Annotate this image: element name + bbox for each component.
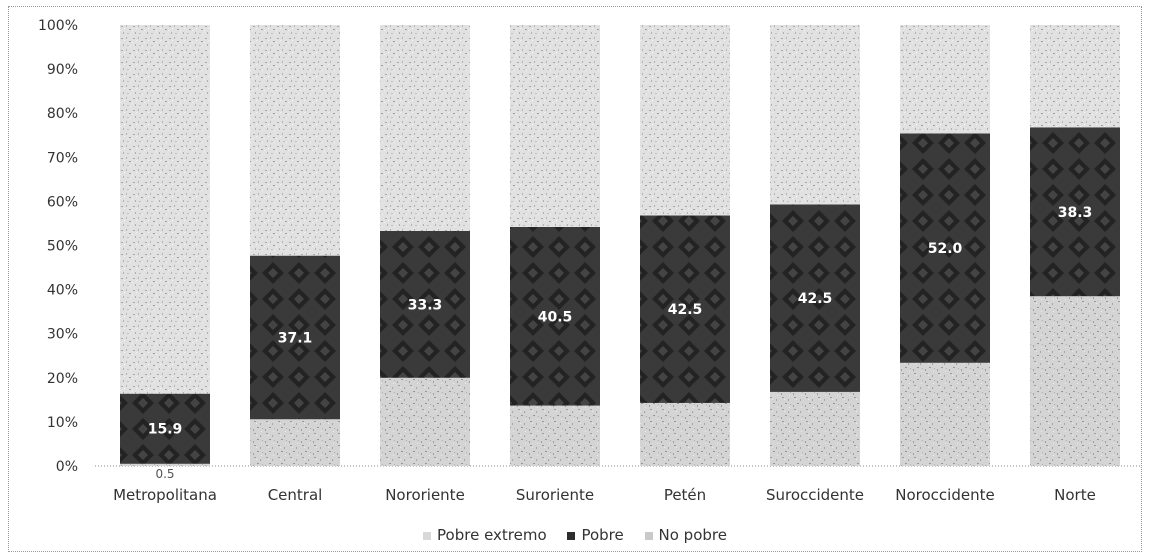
bar-pobre-extremo <box>250 419 340 466</box>
x-axis: Metropolitana Central Nororiente Suroriente… <box>113 486 1096 504</box>
bar-pobre-extremo <box>770 391 860 466</box>
chart-frame <box>8 6 1142 552</box>
bar-pobre <box>770 204 860 392</box>
legend-label: Pobre <box>581 526 624 544</box>
y-tick-label: 10% <box>47 415 78 431</box>
bar-pobre <box>120 393 210 464</box>
data-label-pobre: 37.1 <box>278 330 313 346</box>
y-tick-label: 30% <box>47 327 78 343</box>
bar-no-pobre <box>770 25 860 205</box>
bar-pobre <box>250 255 340 420</box>
bar-no-pobre <box>120 25 210 394</box>
x-tick-label: Suroriente <box>516 486 594 504</box>
data-label-pobre: 40.5 <box>538 309 573 325</box>
x-tick-label: Noroccidente <box>895 486 994 504</box>
data-label-pobre-extremo: 0.5 <box>155 467 174 481</box>
legend-label: Pobre extremo <box>437 526 547 544</box>
data-label-pobre: 52.0 <box>928 241 963 257</box>
legend: Pobre extremo Pobre No pobre <box>0 526 1150 544</box>
data-label-pobre: 15.9 <box>148 422 183 438</box>
bar-no-pobre <box>640 25 730 216</box>
bar-pobre <box>510 226 600 406</box>
y-tick-label: 90% <box>47 62 78 78</box>
y-tick-label: 20% <box>47 371 78 387</box>
legend-swatch <box>644 531 653 540</box>
bars <box>120 25 1120 466</box>
data-labels: 15.9 0.5 37.1 33.3 40.5 42.5 42.5 52.0 38.3 <box>148 205 1093 481</box>
legend-item-pobre-extremo: Pobre extremo <box>423 526 547 544</box>
bar-pobre-extremo <box>380 377 470 466</box>
bar-pobre <box>900 133 990 363</box>
data-label-pobre: 42.5 <box>668 302 703 318</box>
y-axis: 0% 10% 20% 30% 40% 50% 60% 70% 80% 90% 100% <box>38 18 1140 475</box>
y-tick-label: 0% <box>56 459 78 475</box>
legend-label: No pobre <box>658 526 727 544</box>
bar-pobre-extremo <box>640 402 730 466</box>
y-tick-label: 50% <box>47 239 78 255</box>
data-label-pobre: 42.5 <box>798 291 833 307</box>
y-tick-label: 100% <box>38 18 78 34</box>
bar-pobre <box>380 230 470 378</box>
data-label-pobre: 38.3 <box>1058 205 1093 221</box>
x-tick-label: Petén <box>664 486 706 504</box>
bar-no-pobre <box>250 25 340 256</box>
bar-pobre-extremo <box>900 362 990 466</box>
bar-pobre-extremo <box>120 463 210 466</box>
bar-no-pobre <box>510 25 600 227</box>
bar-no-pobre <box>1030 25 1120 128</box>
y-tick-label: 70% <box>47 150 78 166</box>
legend-item-no-pobre: No pobre <box>644 526 727 544</box>
bar-no-pobre <box>900 25 990 134</box>
x-tick-label: Metropolitana <box>113 486 217 504</box>
legend-swatch <box>567 531 576 540</box>
legend-item-pobre: Pobre <box>567 526 624 544</box>
bar-pobre-extremo <box>510 405 600 466</box>
x-tick-label: Suroccidente <box>766 486 864 504</box>
legend-swatch <box>423 531 432 540</box>
bar-no-pobre <box>380 25 470 231</box>
bar-pobre <box>640 215 730 403</box>
x-tick-label: Central <box>268 486 323 504</box>
y-tick-label: 60% <box>47 194 78 210</box>
bar-pobre <box>1030 127 1120 297</box>
bar-pobre-extremo <box>1030 296 1120 466</box>
data-label-pobre: 33.3 <box>408 297 443 313</box>
x-tick-label: Norte <box>1054 486 1096 504</box>
y-tick-label: 80% <box>47 106 78 122</box>
x-tick-label: Nororiente <box>385 486 465 504</box>
y-tick-label: 40% <box>47 283 78 299</box>
